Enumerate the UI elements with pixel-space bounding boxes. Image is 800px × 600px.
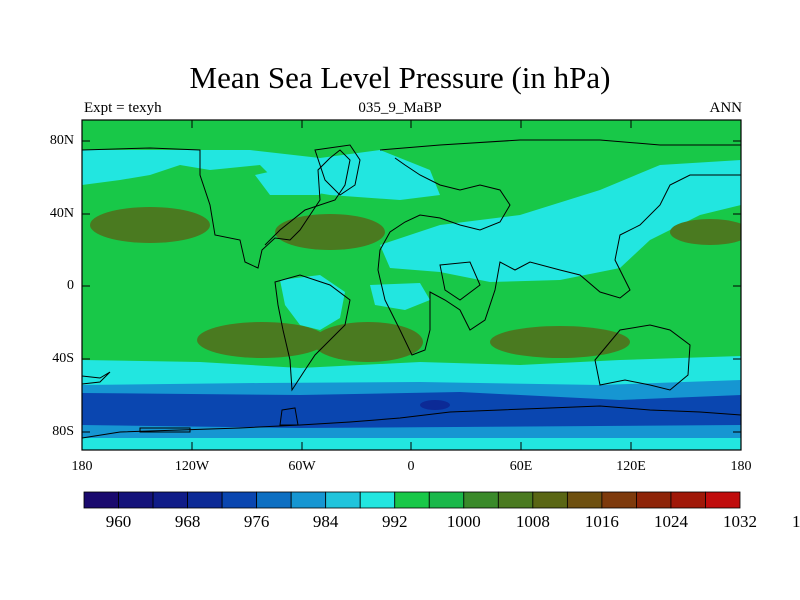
colorbar-swatch [290, 491, 327, 509]
x-label-120e: 120E [616, 459, 646, 474]
experiment-label: Expt = texyh [84, 100, 162, 116]
colorbar-swatch [463, 491, 499, 509]
y-label-80n: 80N [49, 133, 74, 148]
colorbar-label: 1040 [792, 512, 800, 531]
coast-antarctic-peninsula [139, 427, 191, 433]
colorbar-label: 984 [312, 512, 339, 531]
coast-south-america [274, 274, 351, 392]
colorbar-label: 1032 [723, 512, 757, 531]
field-high-n-pacific [90, 207, 210, 243]
colorbar-swatch [705, 491, 741, 509]
x-label-120w: 120W [174, 459, 210, 474]
colorbar-label: 1000 [446, 512, 481, 531]
coast-small-island [279, 407, 299, 426]
field-high-s-atlantic [313, 322, 423, 362]
coast-arabia [439, 261, 481, 301]
x-label-180w: 180 [71, 459, 93, 474]
colorbar-swatch [187, 491, 223, 509]
colorbar-swatch [566, 491, 603, 509]
field-low-southern-band [82, 356, 741, 390]
field-very-low-spot [420, 400, 450, 410]
coast-west-edge [82, 371, 111, 385]
colorbar-label: 960 [105, 512, 132, 531]
x-label-60e: 60E [509, 459, 533, 474]
colorbar-swatch [325, 491, 361, 509]
colorbar-label: 976 [243, 512, 270, 531]
y-label-80s: 80S [52, 424, 74, 439]
field-high-s-indian [490, 326, 630, 358]
season-label: ANN [709, 100, 743, 116]
colorbar-swatch [221, 491, 258, 509]
pressure-field [82, 120, 741, 450]
field-low-asia [380, 160, 741, 282]
y-label-40n: 40N [49, 206, 74, 221]
page-title: Mean Sea Level Pressure (in hPa) [189, 60, 611, 95]
colorbar-swatch [118, 491, 154, 509]
y-label-0: 0 [67, 278, 74, 293]
colorbar-swatch [670, 491, 706, 509]
colorbar-swatch [601, 491, 637, 509]
colorbar-swatch [152, 491, 188, 509]
coast-greenland [314, 144, 361, 196]
colorbar-label: 992 [381, 512, 408, 531]
colorbar-label: 968 [174, 512, 201, 531]
field-high-s-pacific [197, 322, 327, 358]
field-high-n-atlantic [275, 214, 385, 250]
colorbar [83, 491, 741, 509]
colorbar-swatch [394, 491, 430, 509]
coast-eurasia-africa [377, 139, 741, 356]
coast-north-america [82, 147, 351, 269]
x-label-60w: 60W [288, 459, 316, 474]
field-low-n-atlantic [255, 165, 330, 195]
colorbar-label: 1016 [584, 512, 619, 531]
x-label-0: 0 [407, 459, 415, 474]
field-low-africa [370, 283, 430, 310]
coastlines [82, 139, 741, 439]
colorbar-swatch [83, 491, 119, 509]
x-label-180e: 180 [730, 459, 752, 474]
field-high-w-pacific [670, 219, 741, 245]
colorbar-label: 1008 [515, 512, 550, 531]
colorbar-swatch [256, 491, 292, 509]
colorbar-swatch [636, 491, 672, 509]
time-label: 035_9_MaBP [358, 100, 442, 116]
colorbar-label: 1024 [653, 512, 688, 531]
y-label-40s: 40S [52, 351, 74, 366]
colorbar-swatch [497, 491, 534, 509]
colorbar-swatch [359, 491, 396, 509]
axis-ticks [82, 120, 741, 450]
field-lowest-southern-ocean [82, 392, 741, 428]
coast-australia [594, 324, 691, 391]
colorbar-swatch [532, 491, 568, 509]
colorbar-swatch [428, 491, 465, 509]
field-low-asia-spot [555, 250, 575, 260]
field-low-s-america [280, 275, 345, 330]
